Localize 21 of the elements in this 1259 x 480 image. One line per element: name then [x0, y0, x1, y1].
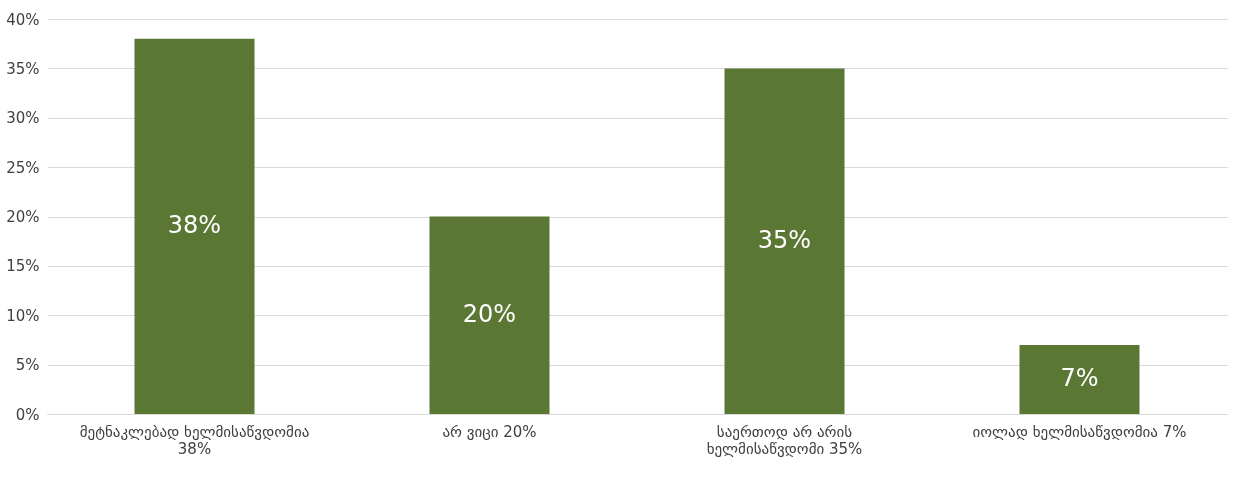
- y-tick-label: 0%: [15, 405, 40, 424]
- x-tick-label: არ ვიცი 20%: [442, 422, 537, 441]
- y-tick-label: 20%: [6, 208, 40, 226]
- bar: [724, 68, 845, 414]
- data-label: 7%: [1060, 364, 1099, 393]
- y-tick-label: 5%: [15, 356, 40, 375]
- data-label: 35%: [757, 226, 812, 255]
- y-tick-label: 30%: [6, 109, 40, 128]
- x-tick-label: საერთოდ არ არის ხელმისაწვდომი 35%: [706, 422, 863, 458]
- y-tick-label: 25%: [6, 158, 40, 177]
- data-label: 38%: [167, 211, 222, 240]
- bar: [429, 216, 550, 414]
- data-label: 20%: [462, 300, 517, 329]
- y-tick-label: 35%: [6, 59, 40, 78]
- bar: [1019, 344, 1140, 414]
- x-tick-label: იოლად ხელმისაწვდომია 7%: [972, 422, 1187, 441]
- bar: [134, 38, 255, 414]
- x-tick-label: მეტნაკლებად ხელმისაწვდომია 38%: [79, 422, 310, 458]
- y-tick-label: 15%: [6, 257, 40, 276]
- y-tick-label: 10%: [6, 306, 40, 325]
- y-tick-label: 40%: [6, 10, 40, 29]
